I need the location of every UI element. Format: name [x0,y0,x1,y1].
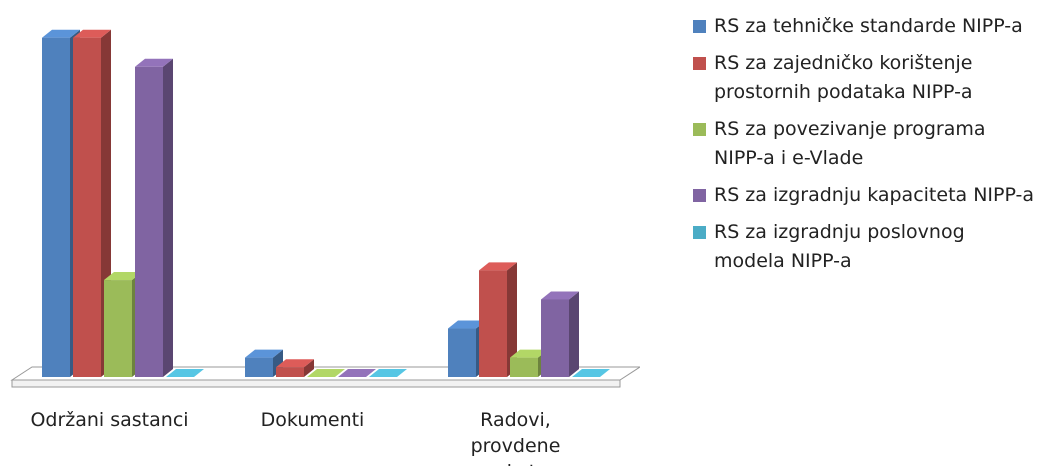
bar-top [73,29,111,38]
bar-top [510,349,548,358]
bar-top [245,349,283,358]
legend-label: RS za zajedničko korištenje prostornih p… [714,52,973,103]
plot [10,29,640,388]
legend: RS za tehničke standarde NIPP-a RS za zaj… [693,12,1038,284]
bar [245,357,273,377]
legend-item: RS za zajedničko korištenje prostornih p… [693,49,1038,107]
bar-top [541,291,579,300]
bar [73,37,101,377]
legend-label: RS za povezivanje programa NIPP-a i e-Vl… [714,118,986,169]
legend-item: RS za izgradnju poslovnog modela NIPP-a [693,218,1038,276]
bar-top [572,369,610,377]
bar [135,66,163,378]
legend-swatch [693,189,706,202]
bar-top [166,369,204,377]
x-tick-label: Održani sastanci [30,409,189,431]
bar-side [569,291,579,377]
bar-top [338,369,376,377]
bar-top [42,29,80,38]
bar-top [307,369,345,377]
legend-item: RS za povezivanje programa NIPP-a i e-Vl… [693,115,1038,173]
bar-side [163,58,173,378]
legend-item: RS za izgradnju kapaciteta NIPP-a [693,181,1038,210]
legend-swatch [693,20,706,33]
bar-top [479,262,517,271]
bar-top [135,58,173,67]
floor-edge [11,379,621,388]
bar-top [448,320,486,329]
legend-swatch [693,57,706,70]
bar-side [507,262,517,377]
legend-label: RS za izgradnju poslovnog modela NIPP-a [714,221,965,272]
bar [42,37,70,377]
bar [104,280,132,377]
bar [448,328,476,377]
legend-swatch [693,123,706,136]
bar-side [304,359,314,377]
bar-top [276,359,314,368]
bar [541,299,569,377]
x-tick-label: Dokumenti [260,409,365,431]
legend-label: RS za izgradnju kapaciteta NIPP-a [714,184,1035,206]
x-tick-label: Radovi, provdene ankete [470,409,561,466]
bar [510,357,538,377]
bar [276,367,304,377]
legend-item: RS za tehničke standarde NIPP-a [693,12,1038,41]
bar-top [104,272,142,281]
legend-label: RS za tehničke standarde NIPP-a [714,15,1023,37]
bar [479,270,507,377]
legend-swatch [693,226,706,239]
bar-top [369,369,407,377]
